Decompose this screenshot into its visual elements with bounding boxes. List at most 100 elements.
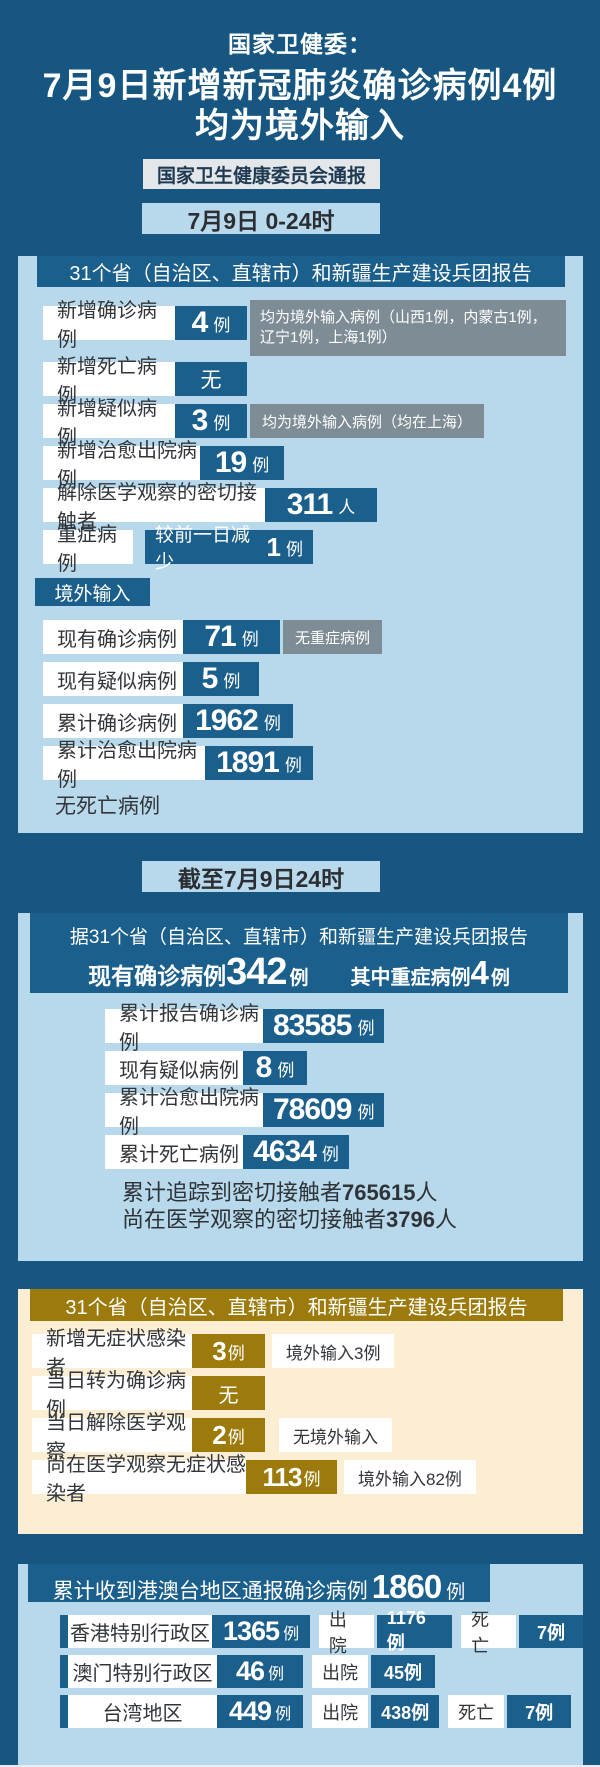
- row-value-box: 78609 例: [263, 1093, 385, 1127]
- row-label: 新增无症状感染者: [32, 1328, 192, 1379]
- deaths-value: 7例: [507, 1695, 572, 1728]
- summary-source-line: 据31个省（自治区、直辖市）和新疆生产建设兵团报告: [69, 927, 529, 948]
- discharged-value: 438例: [371, 1695, 440, 1728]
- row-value: 71: [204, 620, 236, 653]
- row-label: 累计报告确诊病例: [105, 1003, 263, 1054]
- row-label: 新增疑似病例: [43, 398, 175, 449]
- row-value: 1962: [195, 704, 259, 737]
- panel-cumulative-report: 据31个省（自治区、直辖市）和新疆生产建设兵团报告 现有确诊病例 342 例 其…: [18, 913, 583, 1261]
- hk-header-prefix: 累计收到港澳台地区通报确诊病例: [52, 1580, 368, 1603]
- discharged-label: 出院: [312, 1655, 368, 1688]
- row-total-recovered: 累计治愈出院病例 78609 例: [105, 1087, 583, 1138]
- source-kicker: 国家卫健委：: [228, 31, 372, 57]
- row-taiwan: 台湾地区 449 例 出院 438例 死亡 7例: [60, 1695, 583, 1728]
- cumulative-summary-box: 据31个省（自治区、直辖市）和新疆生产建设兵团报告 现有确诊病例 342 例 其…: [30, 913, 568, 993]
- row-value: 8: [255, 1051, 273, 1084]
- row-note: 均为境外输入病例（山西1例，内蒙古1例，辽宁1例，上海1例）: [250, 300, 566, 356]
- deaths-label: 死亡: [461, 1610, 516, 1656]
- row-value: 19: [214, 446, 247, 479]
- row-value-box: 5 例: [183, 662, 259, 696]
- row-value-box: 2 例: [192, 1418, 265, 1452]
- row-new-recovered: 新增治愈出院病例 19 例: [43, 440, 583, 491]
- region-cases-unit: 例: [283, 1625, 300, 1643]
- row-unit: 例: [286, 539, 303, 559]
- note-traced-contacts: 累计追踪到密切接触者765615人: [122, 1180, 438, 1205]
- row-unit: 例: [213, 413, 231, 433]
- row-value-box: 3 例: [192, 1334, 265, 1368]
- active-cases-value: 342: [226, 951, 287, 993]
- row-value: 78609: [273, 1093, 352, 1126]
- row-value: 3: [212, 1335, 227, 1366]
- row-value: 无: [218, 1384, 239, 1407]
- severe-cases-value: 4: [470, 954, 489, 991]
- hk-header-unit: 例: [446, 1582, 466, 1603]
- page-title-line2: 均为境外输入: [195, 107, 405, 145]
- row-unit: 例: [357, 1102, 375, 1122]
- row-new-deaths: 新增死亡病例 无: [43, 356, 583, 407]
- discharged-value: 1176例: [376, 1608, 453, 1653]
- row-note: 境外输入3例: [272, 1334, 395, 1368]
- row-imported-cumulative: 累计确诊病例 1962 例: [43, 704, 583, 738]
- active-cases-unit: 例: [289, 968, 309, 989]
- row-current-suspected: 现有疑似病例 8 例: [105, 1051, 583, 1085]
- provinces-report-bar: 31个省（自治区、直辖市）和新疆生产建设兵团报告: [36, 256, 565, 287]
- row-label: 新增死亡病例: [43, 356, 175, 407]
- region-cases-box: 449 例: [217, 1695, 304, 1728]
- row-label: 新增治愈出院病例: [43, 440, 200, 491]
- hk-header-value: 1860: [371, 1568, 442, 1605]
- row-unit: 例: [263, 713, 281, 733]
- row-label: 累计死亡病例: [105, 1135, 243, 1169]
- row-label: 累计确诊病例: [43, 704, 183, 738]
- row-total-deaths: 累计死亡病例 4634 例: [105, 1135, 583, 1169]
- row-value-box: 1962 例: [183, 704, 293, 738]
- row-value: 1891: [216, 746, 280, 779]
- row-value: 311: [286, 488, 333, 521]
- row-value: 4: [191, 306, 209, 339]
- row-label: 当日解除医学观察: [32, 1412, 192, 1463]
- asymptomatic-report-bar: 31个省（自治区、直辖市）和新疆生产建设兵团报告: [30, 1289, 563, 1321]
- page-title-line1: 7月9日新增新冠肺炎确诊病例4例: [42, 67, 558, 105]
- row-value-box: 无: [192, 1376, 265, 1410]
- region-label: 澳门特别行政区: [68, 1655, 217, 1688]
- asymptomatic-rows: 新增无症状感染者 3 例 境外输入3例 当日转为确诊病例 无 当日解除医学观察 …: [18, 1328, 583, 1505]
- row-label: 累计治愈出院病例: [105, 1087, 263, 1138]
- row-label: 累计治愈出院病例: [43, 740, 205, 791]
- top-header: 国家卫健委： 7月9日新增新冠肺炎确诊病例4例 均为境外输入 国家卫生健康委员会…: [0, 0, 600, 203]
- row-label: 尚在医学观察无症状感染者: [32, 1454, 246, 1505]
- row-unit: 例: [321, 1144, 339, 1164]
- row-unit: 例: [223, 671, 241, 691]
- deaths-label: 死亡: [448, 1695, 505, 1728]
- daily-rows: 新增确诊病例 4 例 均为境外输入病例（山西1例，内蒙古1例，辽宁1例，上海1例…: [18, 300, 583, 575]
- severe-cases-label: 其中重症病例: [350, 967, 471, 989]
- row-value-box: 113 例: [246, 1460, 337, 1494]
- row-label: 新增确诊病例: [43, 300, 175, 351]
- row-unit: 例: [227, 1343, 245, 1363]
- row-value: 无: [200, 369, 222, 392]
- row-label: 解除医学观察的密切接触者: [43, 482, 265, 533]
- row-value: 83585: [273, 1009, 352, 1042]
- panel-hk-mo-tw: 累计收到港澳台地区通报确诊病例 1860 例 香港特别行政区 1365 例 出院…: [18, 1564, 583, 1765]
- tab-daily-report: 7月9日 0-24时: [142, 203, 380, 234]
- row-unit: 例: [357, 1018, 375, 1038]
- region-cases-unit: 例: [275, 1705, 292, 1723]
- row-accent-bar: [60, 1615, 68, 1648]
- row-value-box: 83585 例: [263, 1009, 385, 1043]
- row-value-prefix: 较前一日减少: [155, 525, 251, 573]
- row-value: 113: [262, 1461, 303, 1492]
- row-unit: 人: [338, 497, 356, 517]
- row-label: 现有疑似病例: [43, 662, 183, 696]
- row-label: 现有疑似病例: [105, 1051, 243, 1085]
- row-unit: 例: [213, 315, 231, 335]
- row-value: 5: [201, 662, 219, 695]
- row-unit: 例: [303, 1469, 321, 1489]
- summary-stats-line: 现有确诊病例 342 例 其中重症病例 4 例: [30, 951, 568, 994]
- row-value-box: 1891 例: [205, 746, 313, 780]
- row-value-box: 3 例: [175, 404, 247, 438]
- row-accent-bar: [60, 1695, 68, 1728]
- row-total-confirmed: 累计报告确诊病例 83585 例: [105, 1003, 583, 1054]
- row-value: 1: [266, 531, 282, 562]
- imported-footnote: 无死亡病例: [55, 795, 160, 818]
- region-label: 香港特别行政区: [67, 1615, 213, 1648]
- region-label: 台湾地区: [68, 1695, 217, 1728]
